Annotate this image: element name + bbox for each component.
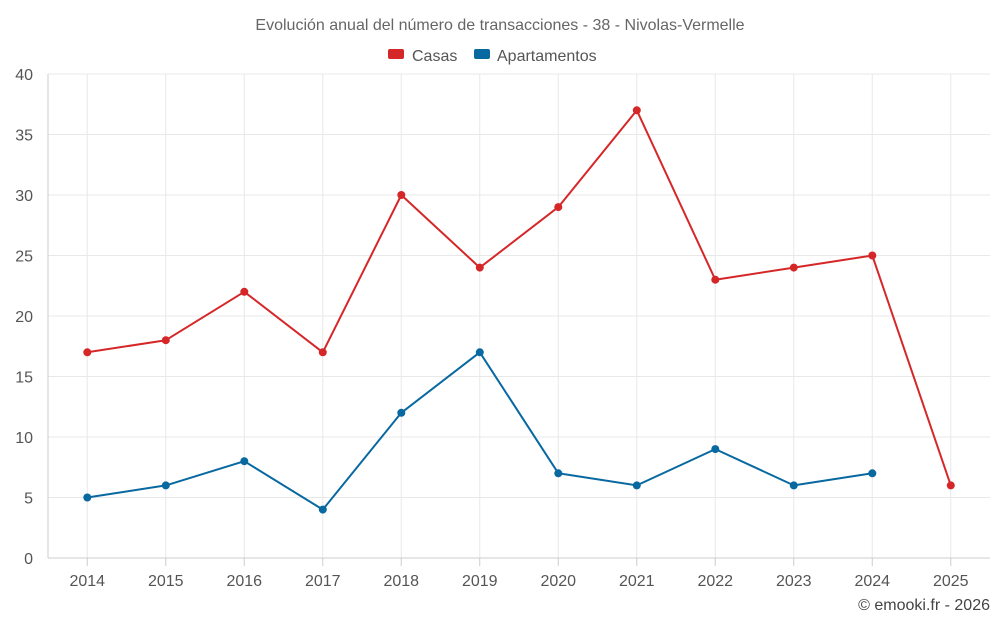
data-point-casas-2014[interactable] — [83, 348, 92, 357]
data-point-apartamentos-2016[interactable] — [240, 457, 249, 466]
legend: Casas Apartamentos — [388, 48, 597, 65]
series-line-casas — [87, 109, 952, 486]
data-point-apartamentos-2015[interactable] — [161, 481, 170, 490]
data-point-apartamentos-2019[interactable] — [475, 348, 484, 357]
legend-swatch-casas — [388, 49, 404, 59]
data-point-apartamentos-2023[interactable] — [789, 481, 798, 490]
y-tick-label: 20 — [15, 309, 33, 326]
legend-swatch-apartamentos — [474, 49, 490, 59]
credit-text: © emooki.fr - 2026 — [858, 597, 990, 614]
y-tick-label: 25 — [15, 249, 33, 266]
data-point-casas-2023[interactable] — [789, 263, 798, 272]
legend-item-casas[interactable]: Casas — [388, 48, 457, 65]
x-tick-label: 2025 — [933, 573, 969, 590]
legend-label-apartamentos: Apartamentos — [497, 48, 597, 65]
data-point-casas-2016[interactable] — [240, 287, 249, 296]
x-tick-label: 2022 — [697, 573, 733, 590]
x-tick-label: 2017 — [305, 573, 341, 590]
y-tick-label: 0 — [24, 551, 33, 568]
series — [83, 106, 955, 514]
data-point-casas-2015[interactable] — [161, 336, 170, 345]
legend-label-casas: Casas — [412, 48, 457, 65]
x-tick-label: 2021 — [619, 573, 655, 590]
series-casas — [83, 106, 955, 490]
y-tick-label: 40 — [15, 67, 33, 84]
data-point-apartamentos-2014[interactable] — [83, 493, 92, 502]
data-point-apartamentos-2021[interactable] — [632, 481, 641, 490]
x-tick-label: 2018 — [383, 573, 419, 590]
data-point-casas-2025[interactable] — [946, 481, 955, 490]
data-point-apartamentos-2017[interactable] — [318, 505, 327, 514]
data-point-casas-2021[interactable] — [632, 106, 641, 115]
data-point-apartamentos-2018[interactable] — [397, 408, 406, 417]
legend-item-apartamentos[interactable]: Apartamentos — [474, 48, 597, 65]
x-tick-label: 2020 — [540, 573, 576, 590]
data-point-apartamentos-2020[interactable] — [554, 469, 563, 478]
data-point-apartamentos-2024[interactable] — [868, 469, 877, 478]
y-tick-label: 30 — [15, 188, 33, 205]
data-point-casas-2022[interactable] — [711, 275, 720, 284]
chart-title: Evolución anual del número de transaccio… — [255, 17, 744, 34]
x-tick-label: 2014 — [69, 573, 105, 590]
grid — [48, 73, 990, 558]
series-apartamentos — [83, 348, 877, 514]
data-point-casas-2018[interactable] — [397, 191, 406, 199]
data-point-casas-2019[interactable] — [475, 263, 484, 272]
data-point-casas-2020[interactable] — [554, 203, 563, 212]
y-tick-label: 15 — [15, 370, 33, 387]
y-tick-label: 5 — [24, 491, 33, 508]
y-tick-label: 35 — [15, 128, 33, 145]
x-tick-label: 2024 — [854, 573, 890, 590]
data-point-casas-2017[interactable] — [318, 348, 327, 357]
x-tick-label: 2015 — [148, 573, 184, 590]
x-tick-label: 2023 — [776, 573, 812, 590]
data-point-casas-2024[interactable] — [868, 251, 877, 260]
data-point-apartamentos-2022[interactable] — [711, 445, 720, 454]
x-tick-label: 2016 — [226, 573, 262, 590]
y-tick-label: 10 — [15, 430, 33, 447]
x-tick-label: 2019 — [462, 573, 498, 590]
